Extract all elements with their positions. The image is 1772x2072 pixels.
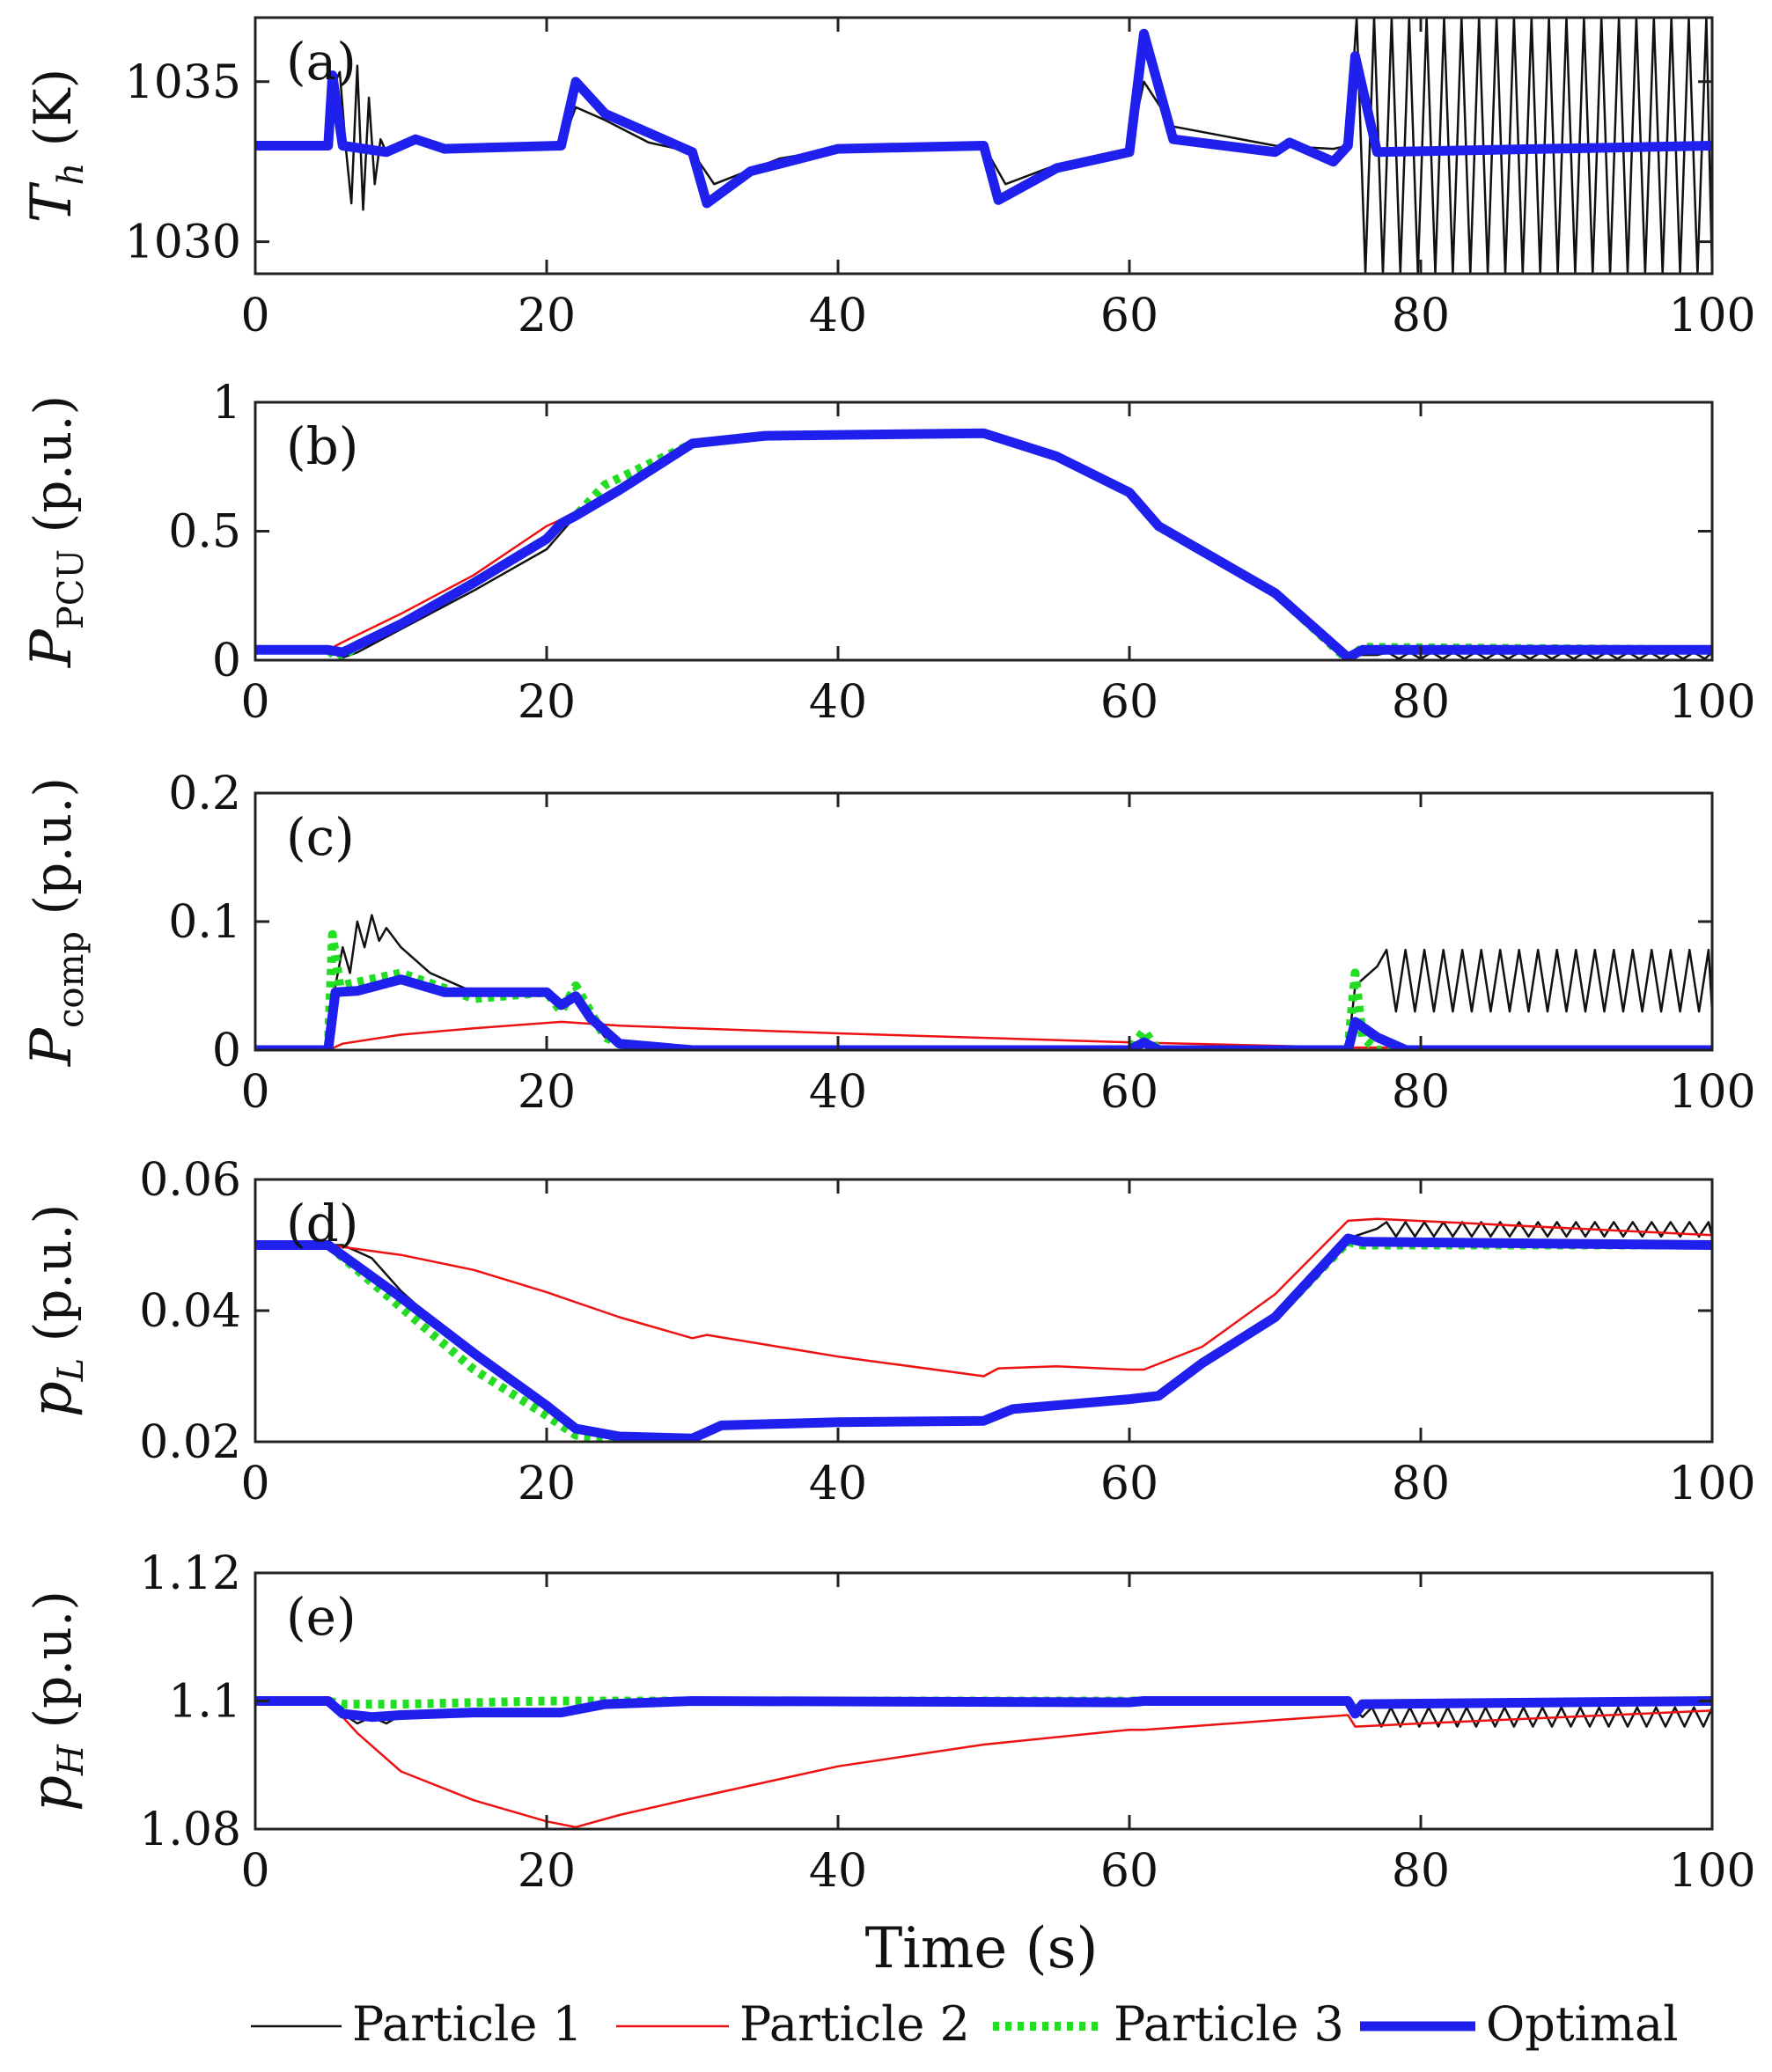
x-tick-label: 80 xyxy=(1392,676,1450,729)
x-tick-label: 100 xyxy=(1668,290,1755,342)
x-tick-label: 100 xyxy=(1668,1066,1755,1119)
y-tick-label: 1.08 xyxy=(139,1804,241,1856)
y-tick-label: 0.1 xyxy=(168,896,241,949)
x-tick-label: 0 xyxy=(240,1845,269,1898)
series-particle-2 xyxy=(255,1700,1712,1829)
x-tick-label: 40 xyxy=(809,1458,867,1510)
y-axis-label: PPCU (p.u.) xyxy=(19,395,92,668)
x-tick-label: 80 xyxy=(1392,290,1450,342)
x-tick-label: 0 xyxy=(240,1458,269,1510)
series-particle-3 xyxy=(255,929,1712,1050)
x-tick-label: 40 xyxy=(809,676,867,729)
y-tick-label: 1035 xyxy=(125,56,241,109)
x-tick-label: 80 xyxy=(1392,1066,1450,1119)
series-particle-2 xyxy=(255,1217,1712,1378)
panel-label: (a) xyxy=(286,32,357,92)
x-axis-label: Time (s) xyxy=(865,1916,1099,1981)
y-tick-label: 1030 xyxy=(125,217,241,269)
series-optimal xyxy=(255,1696,1712,1723)
legend-item-optimal: Optimal xyxy=(1360,1996,1678,2052)
panel-a: 0 20 40 60 80 100 1030 1035 (a) Th (K) xyxy=(19,16,1756,342)
series-optimal xyxy=(255,428,1712,660)
y-tick-label: 0.2 xyxy=(168,768,241,820)
panel-label: (e) xyxy=(286,1587,357,1647)
x-tick-label: 20 xyxy=(518,1066,576,1119)
legend-item-particle-2: Particle 2 xyxy=(616,1996,970,2052)
legend-label: Particle 2 xyxy=(739,1996,970,2052)
x-tick-label: 20 xyxy=(518,290,576,342)
legend-item-particle-3: Particle 3 xyxy=(993,1996,1344,2052)
series-particle-1 xyxy=(255,914,1712,1050)
series-particle-2 xyxy=(255,1020,1712,1050)
series-particle-3 xyxy=(255,429,1712,660)
axes-box xyxy=(254,791,1714,1052)
y-tick-label: 0 xyxy=(212,635,241,687)
panel-label: (d) xyxy=(286,1194,358,1253)
series-particle-1 xyxy=(255,431,1712,660)
panel-label: (c) xyxy=(286,807,355,867)
x-tick-label: 60 xyxy=(1100,676,1158,729)
series-optimal xyxy=(255,28,1712,209)
panel-b: 0 20 40 60 80 100 0 0.5 1 (b) PPCU (p.u.) xyxy=(19,377,1756,729)
series-optimal xyxy=(255,974,1712,1050)
x-tick-label: 0 xyxy=(240,290,269,342)
y-axis-label: pH (p.u.) xyxy=(19,1591,92,1811)
series-particle-2 xyxy=(255,431,1712,657)
axes-box xyxy=(254,400,1714,662)
x-tick-label: 80 xyxy=(1392,1458,1450,1510)
y-tick-label: 1.1 xyxy=(168,1676,241,1729)
x-tick-label: 100 xyxy=(1668,1845,1755,1898)
x-tick-label: 20 xyxy=(518,1458,576,1510)
y-tick-label: 1 xyxy=(212,377,241,430)
x-tick-label: 60 xyxy=(1100,1458,1158,1510)
x-tick-label: 20 xyxy=(518,676,576,729)
y-axis-label: pL (p.u.) xyxy=(19,1204,92,1418)
y-tick-label: 1.12 xyxy=(139,1547,241,1600)
axes-box xyxy=(254,1178,1714,1444)
panel-e: 0 20 40 60 80 100 1.08 1.1 1.12 (e) pH (p.u.) xyxy=(19,1547,1756,1898)
panel-d: 0 20 40 60 80 100 0.02 0.04 0.06 (d) pL (p.u.) xyxy=(19,1154,1756,1510)
x-tick-label: 100 xyxy=(1668,676,1755,729)
x-tick-label: 20 xyxy=(518,1845,576,1898)
y-tick-label: 0.06 xyxy=(139,1154,241,1207)
x-tick-label: 100 xyxy=(1668,1458,1755,1510)
x-tick-label: 60 xyxy=(1100,1066,1158,1119)
series-optimal xyxy=(255,1233,1712,1442)
panel-label: (b) xyxy=(286,416,358,476)
legend: Particle 1 Particle 2 Particle 3 Optimal xyxy=(251,1996,1678,2052)
legend-label: Particle 3 xyxy=(1114,1996,1344,2052)
x-tick-label: 0 xyxy=(240,676,269,729)
panel-c: 0 20 40 60 80 100 0 0.1 0.2 (c) Pcomp (p.u.) xyxy=(19,768,1756,1119)
series-particle-3 xyxy=(255,1237,1712,1442)
x-tick-label: 0 xyxy=(240,1066,269,1119)
legend-item-particle-1: Particle 1 xyxy=(251,1996,583,2052)
y-tick-label: 0 xyxy=(212,1025,241,1077)
x-tick-label: 60 xyxy=(1100,290,1158,342)
x-tick-label: 40 xyxy=(809,1066,867,1119)
series-particle-1 xyxy=(255,1221,1712,1440)
x-tick-label: 80 xyxy=(1392,1845,1450,1898)
y-tick-label: 0.02 xyxy=(139,1416,241,1469)
y-axis-label: Pcomp (p.u.) xyxy=(19,777,92,1067)
x-tick-label: 40 xyxy=(809,1845,867,1898)
y-tick-label: 0.04 xyxy=(139,1285,241,1338)
x-tick-label: 60 xyxy=(1100,1845,1158,1898)
x-tick-label: 40 xyxy=(809,290,867,342)
y-tick-label: 0.5 xyxy=(168,506,241,559)
legend-label: Particle 1 xyxy=(352,1996,583,2052)
axes-box xyxy=(254,16,1714,276)
y-axis-label: Th (K) xyxy=(19,69,92,223)
legend-label: Optimal xyxy=(1486,1996,1678,2052)
